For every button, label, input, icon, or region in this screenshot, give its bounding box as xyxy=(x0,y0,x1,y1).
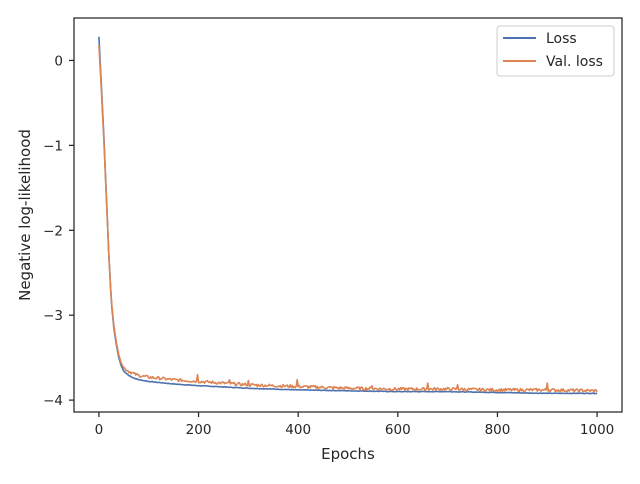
x-tick-label: 400 xyxy=(285,422,311,438)
x-axis-label: Epochs xyxy=(321,445,375,463)
y-tick-label: −3 xyxy=(43,308,63,324)
legend: Loss Val. loss xyxy=(496,25,615,77)
y-tick-label: −1 xyxy=(43,138,63,154)
x-tick-label: 600 xyxy=(385,422,411,438)
legend-label-val-loss: Val. loss xyxy=(546,54,603,70)
y-axis-label: Negative log-likelihood xyxy=(16,129,34,301)
y-tick-label: 0 xyxy=(54,53,63,69)
x-tick-label: 0 xyxy=(95,422,104,438)
series-loss-line xyxy=(98,36,598,395)
series-val-loss-line xyxy=(98,45,598,393)
x-tick-label: 200 xyxy=(186,422,212,438)
y-tick-label: −4 xyxy=(43,393,63,409)
legend-label-loss: Loss xyxy=(546,31,577,47)
plot-frame xyxy=(73,17,623,413)
x-tick-label: 1000 xyxy=(580,422,614,438)
y-tick-label: −2 xyxy=(43,223,63,239)
x-tick-label: 800 xyxy=(485,422,511,438)
